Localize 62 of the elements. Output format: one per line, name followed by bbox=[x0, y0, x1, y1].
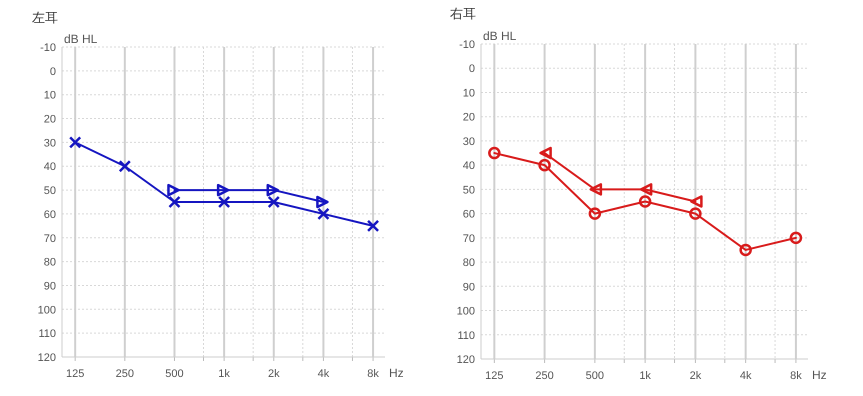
point bbox=[168, 196, 181, 208]
y-tick-label: 10 bbox=[44, 90, 56, 102]
y-tick-label: 70 bbox=[44, 232, 56, 245]
point bbox=[317, 208, 330, 220]
y-tick-label: 70 bbox=[462, 232, 475, 245]
point bbox=[218, 196, 230, 208]
y-tick-label: 120 bbox=[456, 354, 475, 366]
x-tick-label: 1k bbox=[218, 368, 230, 380]
x-tick-label: 500 bbox=[586, 370, 604, 382]
x-tick-label: 125 bbox=[66, 368, 84, 380]
y-tick-label: 40 bbox=[44, 161, 56, 174]
y-tick-label: 110 bbox=[457, 330, 475, 342]
y-tick-label: 20 bbox=[44, 114, 56, 126]
point bbox=[118, 160, 132, 172]
y-axis-title: dB HL bbox=[483, 29, 517, 43]
y-tick-label: 50 bbox=[44, 185, 56, 198]
point bbox=[790, 232, 802, 244]
x-tick-label: 500 bbox=[165, 368, 184, 380]
y-tick-label: 60 bbox=[44, 208, 56, 221]
y-tick-label: 30 bbox=[462, 136, 475, 148]
x-tick-label: 1k bbox=[639, 370, 652, 382]
y-tick-label: 60 bbox=[462, 208, 475, 221]
point bbox=[689, 207, 702, 220]
y-tick-label: 110 bbox=[38, 328, 56, 340]
y-tick-label: 10 bbox=[462, 87, 475, 100]
point bbox=[366, 220, 380, 232]
point bbox=[268, 196, 280, 208]
x-tick-label: 250 bbox=[535, 370, 554, 382]
chart-title: 右耳 bbox=[450, 6, 476, 21]
x-axis-title: Hz bbox=[389, 366, 404, 380]
x-axis-title: Hz bbox=[812, 368, 827, 382]
y-tick-label: 40 bbox=[462, 160, 475, 172]
y-tick-label: 90 bbox=[44, 280, 56, 292]
y-tick-label: 50 bbox=[462, 184, 475, 196]
y-tick-label: 120 bbox=[38, 352, 56, 364]
y-tick-label: 100 bbox=[38, 304, 56, 316]
y-tick-label: 30 bbox=[44, 137, 56, 150]
y-tick-label: 20 bbox=[462, 112, 475, 124]
point bbox=[538, 158, 551, 172]
x-tick-label: 2k bbox=[268, 368, 280, 380]
point bbox=[638, 195, 652, 208]
y-axis-title: dB HL bbox=[64, 32, 98, 46]
x-tick-label: 4k bbox=[740, 370, 752, 382]
point bbox=[739, 244, 752, 256]
y-tick-label: 90 bbox=[462, 281, 475, 294]
point bbox=[588, 207, 602, 220]
y-tick-label: -10 bbox=[40, 42, 56, 54]
y-tick-label: 80 bbox=[44, 256, 56, 269]
x-tick-label: 125 bbox=[485, 370, 504, 382]
x-tick-label: 250 bbox=[116, 368, 134, 380]
y-tick-label: 80 bbox=[462, 257, 475, 270]
point bbox=[68, 136, 82, 149]
y-tick-label: 100 bbox=[456, 306, 475, 318]
x-tick-label: 2k bbox=[690, 370, 702, 382]
y-tick-label: 0 bbox=[468, 63, 475, 76]
y-tick-label: 0 bbox=[50, 66, 56, 78]
y-tick-label: -10 bbox=[459, 39, 475, 51]
point bbox=[488, 146, 501, 160]
x-tick-label: 8k bbox=[790, 370, 802, 382]
chart-title: 左耳 bbox=[32, 10, 58, 25]
x-tick-label: 8k bbox=[367, 368, 380, 380]
x-tick-label: 4k bbox=[318, 368, 330, 380]
